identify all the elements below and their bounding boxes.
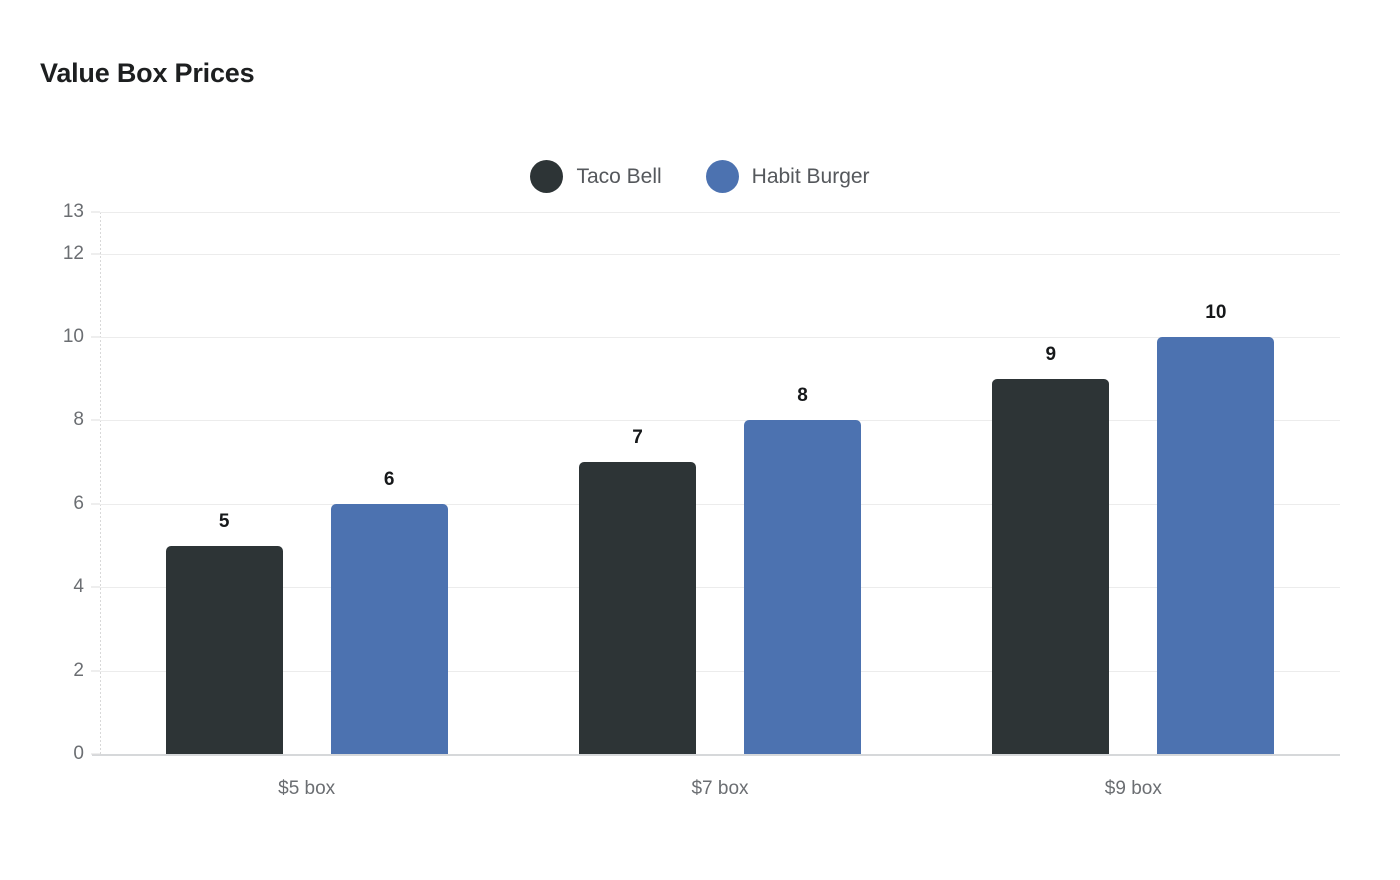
gridline: [100, 670, 1340, 672]
y-axis-tick-label: 2: [73, 659, 84, 681]
x-axis-tick-label: $5 box: [278, 778, 336, 799]
y-axis-tick-mark: [91, 670, 100, 672]
gridline: [100, 587, 1340, 589]
bar[interactable]: [1157, 337, 1275, 754]
bar-value-label: 5: [218, 510, 230, 532]
x-axis-tick-label: $9 box: [1104, 778, 1162, 799]
y-axis-tick-label: 4: [73, 576, 84, 598]
y-axis-tick-mark: [91, 586, 100, 588]
y-axis-tick-mark: [91, 419, 100, 421]
chart-legend: Taco Bell Habit Burger: [0, 160, 1400, 193]
y-axis-tick-label: 12: [62, 242, 84, 264]
x-axis-tick-label: $7 box: [691, 778, 749, 799]
y-axis-tick-mark: [91, 753, 100, 755]
y-axis-tick-label: 8: [73, 409, 84, 431]
y-axis-tick-mark: [91, 253, 100, 255]
plot-area: 0 2 4 6 8 10 12 13 5 6 7 8 9 10: [63, 201, 1340, 764]
bar[interactable]: [992, 378, 1110, 754]
y-axis-tick-label: 6: [73, 492, 84, 514]
gridline: [100, 337, 1340, 339]
y-axis-tick-mark: [91, 336, 100, 338]
y-axis-tick-mark: [91, 211, 100, 213]
gridline: [100, 253, 1340, 255]
y-axis-tick-mark: [91, 503, 100, 505]
y-axis-tick-label: 13: [62, 201, 84, 222]
bar-value-label: 10: [1205, 302, 1227, 324]
bar-value-label: 6: [383, 468, 395, 490]
legend-item[interactable]: Habit Burger: [705, 160, 870, 193]
legend-label: Taco Bell: [576, 164, 662, 188]
legend-marker-circle-icon: [530, 160, 564, 193]
bar-value-label: 9: [1045, 343, 1057, 365]
bar[interactable]: [579, 462, 696, 754]
legend-marker-circle-icon: [705, 160, 739, 193]
legend-item[interactable]: Taco Bell: [530, 160, 662, 193]
y-axis-tick-label: 10: [62, 326, 84, 348]
legend-label: Habit Burger: [751, 164, 870, 188]
x-axis-baseline: [92, 754, 1340, 756]
bar[interactable]: [744, 420, 861, 754]
y-axis-tick-label: 0: [73, 743, 84, 764]
bar[interactable]: [330, 503, 448, 754]
gridline: [100, 212, 1340, 213]
bar[interactable]: [165, 545, 283, 754]
chart-title: Value Box Prices: [40, 58, 255, 88]
bar-value-label: 7: [632, 427, 643, 449]
bar-value-label: 8: [797, 385, 808, 407]
gridline: [100, 420, 1340, 422]
gridline: [100, 503, 1340, 505]
y-axis-spine: [100, 212, 101, 754]
